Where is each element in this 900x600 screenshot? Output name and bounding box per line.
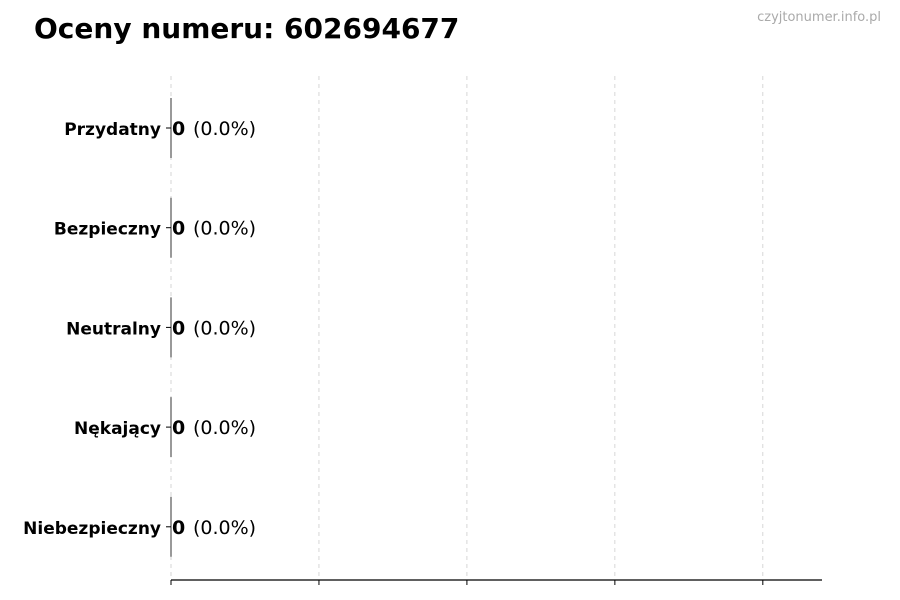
data-label-percent: (0.0%): [193, 118, 256, 140]
y-tick-label: Neutralny: [66, 319, 161, 339]
data-label-value: 0: [172, 118, 185, 140]
chart-title: Oceny numeru: 602694677: [34, 12, 460, 45]
data-label-value: 0: [172, 317, 185, 339]
y-tick-label: Nękający: [74, 419, 161, 439]
watermark: czyjtonumer.info.pl: [757, 10, 881, 25]
data-label-percent: (0.0%): [193, 417, 256, 439]
data-label-value: 0: [172, 218, 185, 240]
data-label-percent: (0.0%): [193, 517, 256, 539]
data-label-percent: (0.0%): [193, 218, 256, 240]
y-tick-label: Niebezpieczny: [23, 519, 161, 539]
y-tick-label: Przydatny: [64, 120, 161, 140]
data-label-percent: (0.0%): [193, 317, 256, 339]
data-label-value: 0: [172, 417, 185, 439]
y-tick-label: Bezpieczny: [54, 220, 161, 240]
data-label-value: 0: [172, 517, 185, 539]
